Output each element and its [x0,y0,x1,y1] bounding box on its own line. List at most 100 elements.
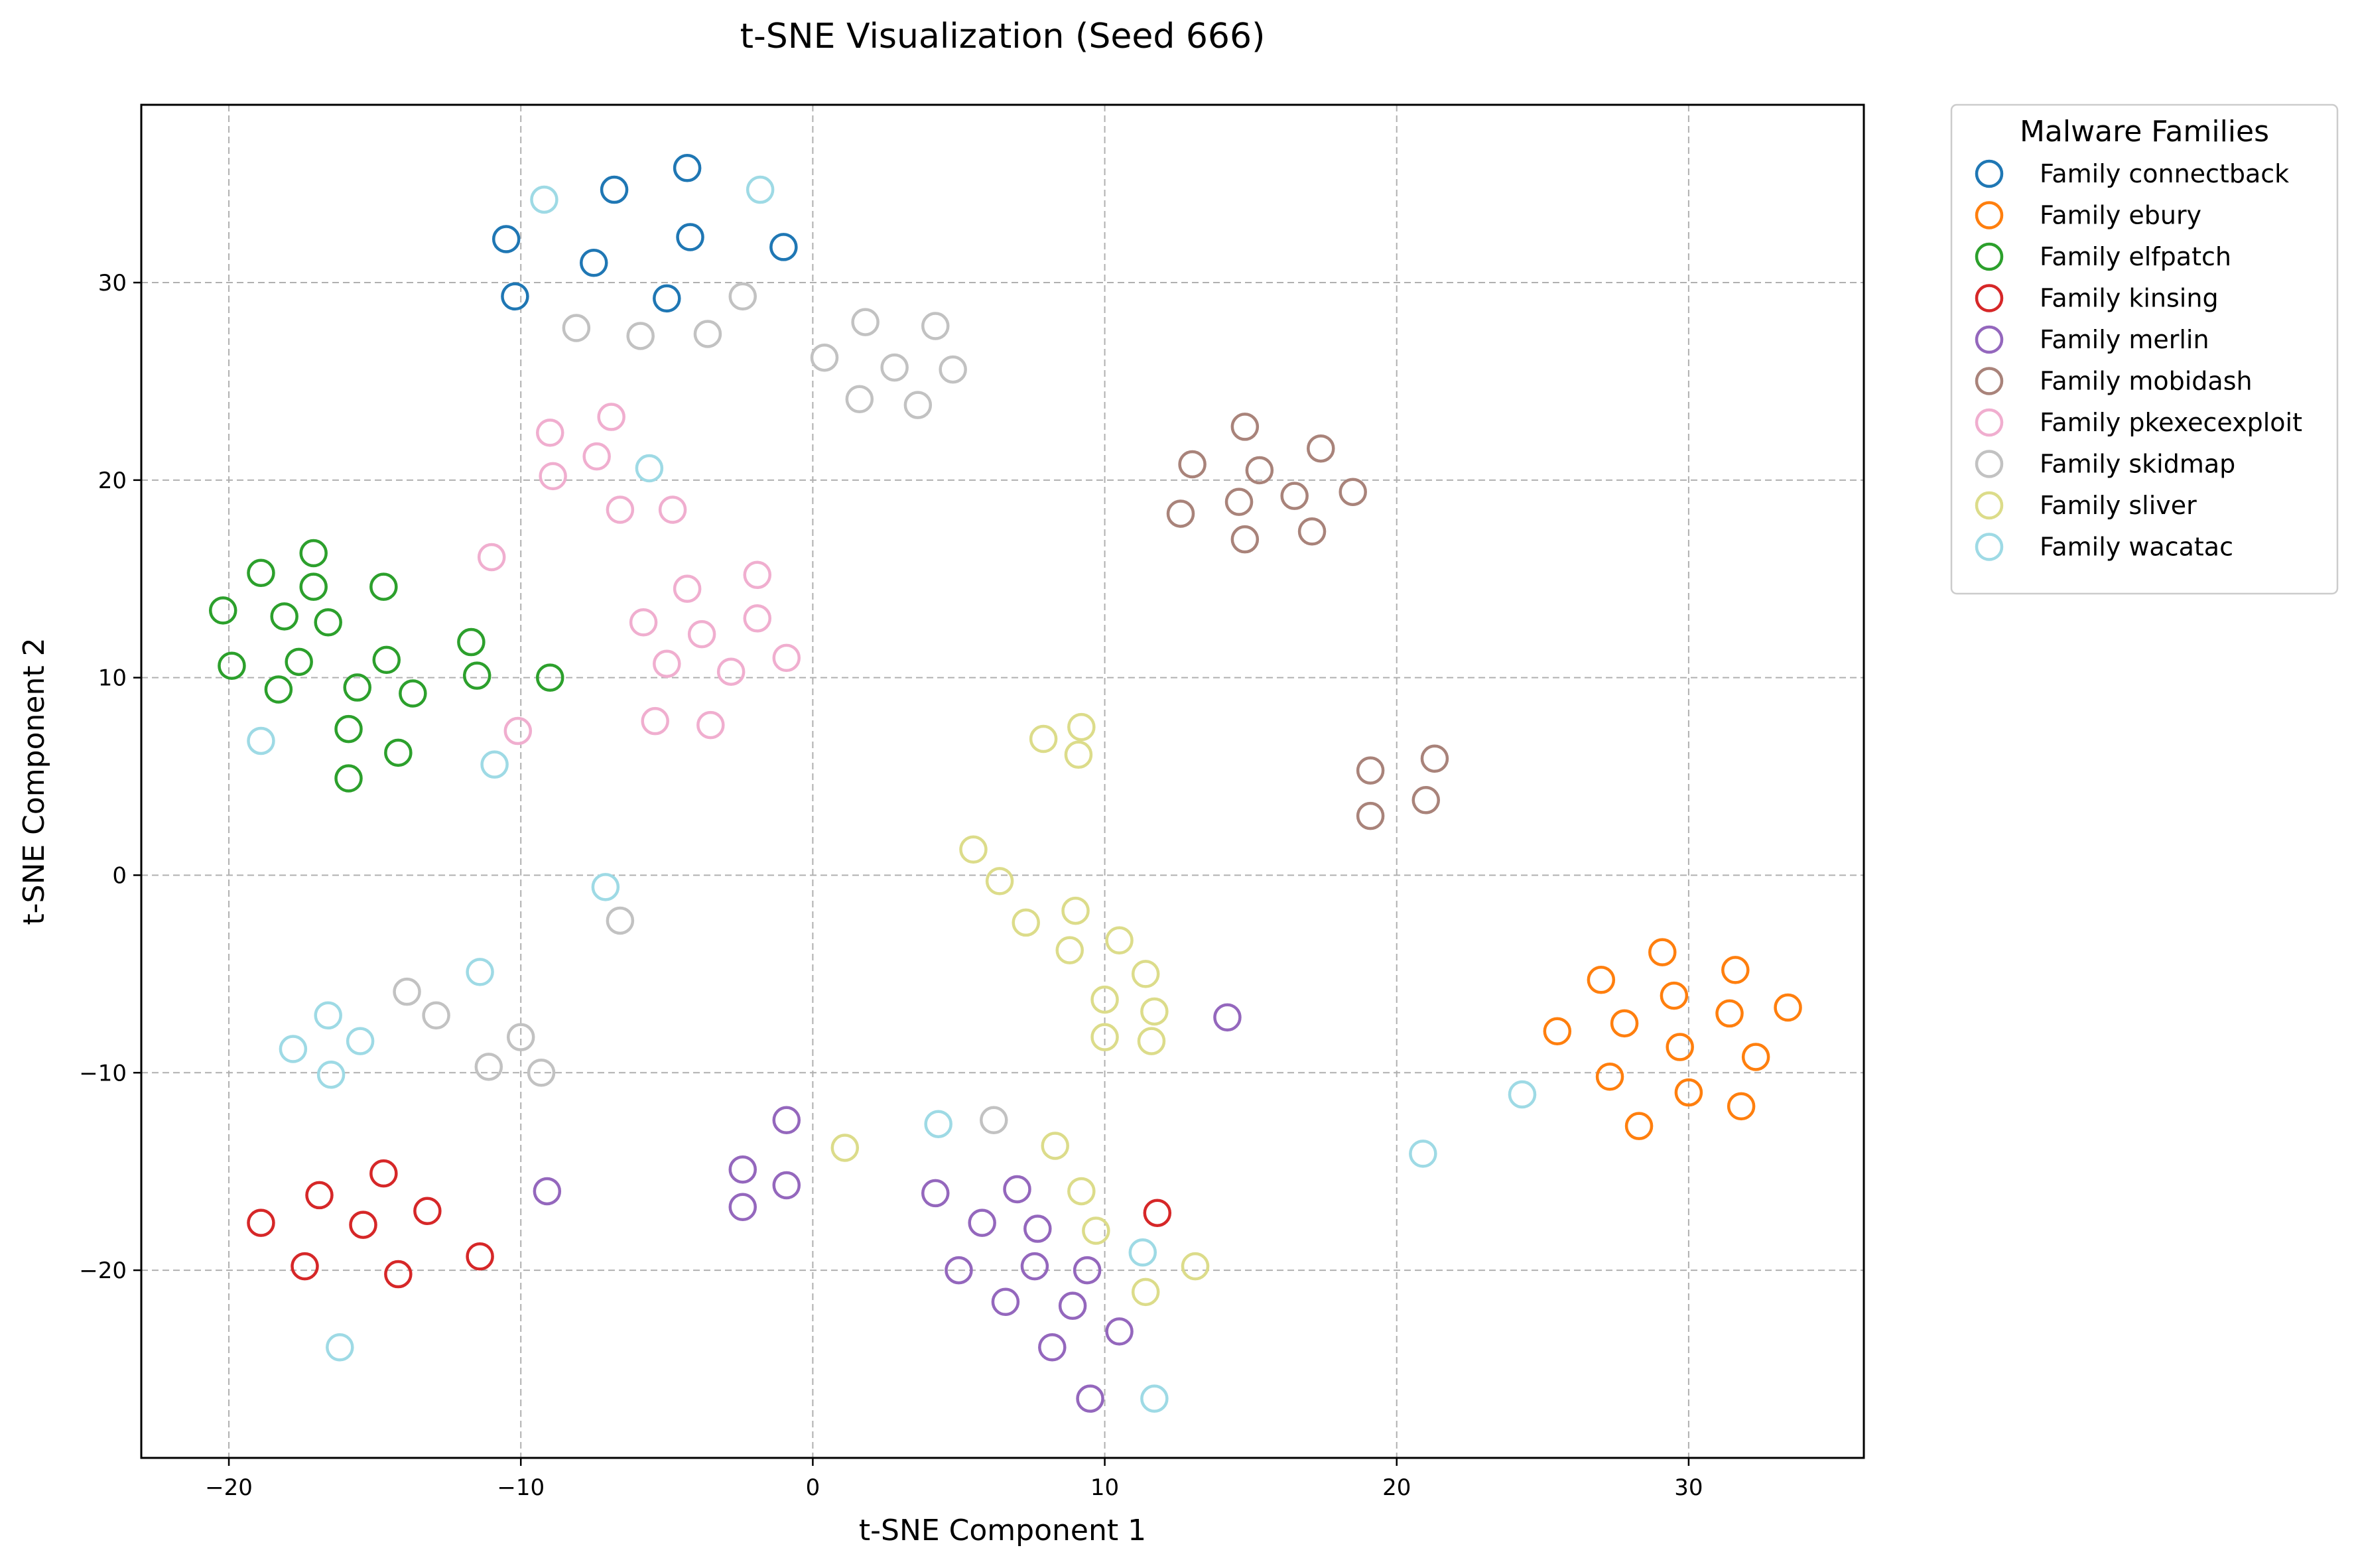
legend-marker [1975,450,2004,478]
data-point [291,1252,319,1281]
data-point [1073,1256,1102,1285]
data-point [247,726,275,755]
data-point [334,764,363,793]
data-point [1674,1078,1703,1107]
data-point [346,1027,375,1055]
data-point [1420,744,1449,773]
data-point [746,175,775,204]
series-family-merlin [533,1003,1242,1413]
data-point [845,385,874,413]
x-axis-label: t-SNE Component 1 [859,1514,1146,1547]
data-point [1245,456,1274,485]
data-point [305,1181,334,1210]
data-point [326,1333,354,1362]
data-point [279,1035,308,1063]
data-point [1411,786,1440,815]
data-point [530,185,558,214]
data-point [1213,1003,1242,1032]
data-point [921,312,950,340]
data-point [1508,1080,1537,1109]
x-tick-label: 10 [1090,1474,1119,1501]
data-point [1648,938,1677,966]
data-point [349,1210,377,1239]
y-tick-label: −10 [79,1060,127,1086]
data-point [539,462,567,491]
data-point [1741,1043,1770,1071]
data-point [1409,1140,1437,1168]
legend: Malware Families Family connectbackFamil… [1950,103,2339,595]
data-point [743,560,772,590]
data-point [959,835,988,864]
data-point [985,867,1014,895]
x-tick-label: −20 [205,1474,253,1501]
data-point [527,1059,556,1087]
series-family-sliver [830,712,1210,1307]
data-point [1543,1017,1572,1045]
data-point [673,154,702,182]
data-point [503,716,533,746]
legend-marker [1975,367,2004,395]
data-point [903,391,933,419]
grid-lines [141,105,1864,1458]
data-point [641,706,669,736]
data-point [1587,966,1616,994]
data-point [591,873,620,901]
data-point [285,647,313,677]
data-point [501,282,529,311]
data-point [299,539,328,568]
data-point [924,1110,952,1138]
data-point [1064,740,1093,769]
legend-marker [1975,491,2004,520]
data-point [597,403,625,431]
data-point [1038,1333,1067,1362]
data-point [480,750,509,779]
legend-label: Family merlin [2040,325,2209,354]
legend-label: Family kinsing [2040,284,2219,313]
data-point [247,558,275,588]
legend-label: Family elfpatch [2040,242,2231,271]
data-point [1105,926,1134,954]
data-point [1610,1009,1639,1038]
series-family-ebury [1543,938,1802,1140]
legend-marker [1975,242,2004,271]
data-point [1128,1238,1157,1267]
data-point [830,1134,860,1162]
data-point [384,1260,413,1289]
data-point [314,1001,342,1030]
data-point [369,1159,398,1188]
x-tick-label: 20 [1382,1474,1411,1501]
data-point [772,1106,801,1134]
data-point [728,282,757,311]
data-point [533,1177,562,1206]
data-point [606,495,635,524]
plot-area-frame [140,103,1865,1459]
data-point [1624,1112,1654,1140]
data-point [1181,1252,1210,1281]
data-point [629,608,658,637]
data-point [1230,525,1260,554]
series-family-wacatac [247,175,1537,1413]
data-point [1727,1092,1756,1121]
data-point [343,673,371,702]
data-point [772,1171,801,1200]
data-point [728,1155,757,1184]
series-family-mobidash [1166,413,1449,830]
data-point [1280,482,1309,510]
data-point [369,572,398,601]
series-family-kinsing [247,1159,1172,1289]
data-point [1012,908,1040,937]
data-point [462,661,491,690]
data-point [653,284,681,313]
data-point [1356,801,1385,830]
data-point [851,308,880,336]
data-point [1666,1033,1694,1061]
x-tick-label: 0 [806,1474,820,1501]
data-point [687,620,716,649]
data-point [580,248,608,277]
data-point [1595,1062,1624,1091]
data-point [1029,724,1058,753]
data-point [1003,1175,1031,1204]
data-point [334,714,363,744]
legend-label: Family sliver [2040,491,2197,520]
